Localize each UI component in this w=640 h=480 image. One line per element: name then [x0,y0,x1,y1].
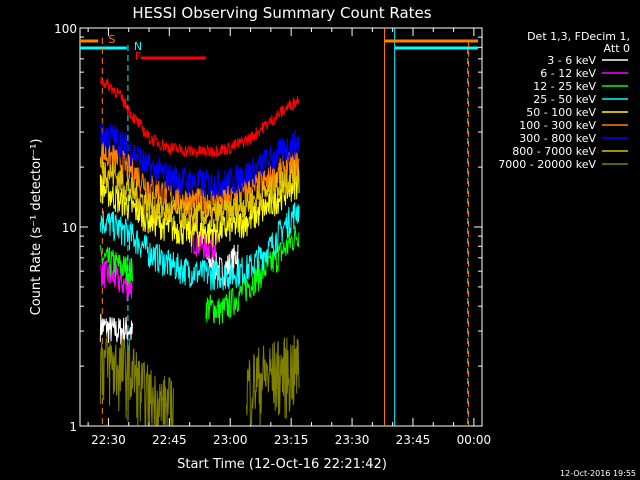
series-12to25kev-2 [205,225,300,325]
y-axis: 1 10 100 [54,22,482,434]
series-7000to20000kev-2 [246,335,300,426]
marker-n: N [134,40,142,53]
legend-label: 3 - 6 keV [547,54,596,67]
legend-label: 6 - 12 keV [540,67,596,80]
x-tick-label: 23:45 [396,433,431,447]
x-tick-label: 23:30 [335,433,370,447]
legend-label: 800 - 7000 keV [512,145,596,158]
y-tick-label: 10 [62,221,77,235]
marker-s: S [108,33,115,46]
series-layer [99,76,300,426]
y-tick-label: 100 [54,22,77,36]
x-tick-label: 22:45 [152,433,187,447]
x-tick-label: 23:00 [213,433,248,447]
series-25to50kev [99,202,300,291]
legend-header-line: Det 1,3, FDecim 1, [527,30,630,43]
x-tick-label: 22:30 [91,433,126,447]
series-300to800kev [99,120,300,200]
legend-label: 12 - 25 keV [533,80,596,93]
chart-title: HESSI Observing Summary Count Rates [132,4,431,22]
series-3to6kev [99,313,133,345]
timestamp: 12-Oct-2016 19:55 [560,469,636,478]
marker-f: F [135,50,141,63]
legend-header-line: Att 0 [604,42,630,55]
legend-label: 300 - 800 keV [519,132,596,145]
series-6to12kev-2 [189,224,219,261]
legend-label: 100 - 300 keV [519,119,596,132]
legend-label: 50 - 100 keV [526,106,596,119]
y-tick-label: 1 [69,420,77,434]
series-50to100kev [99,169,300,248]
series-7000to20000kev [99,332,174,426]
x-axis: 22:30 22:45 23:00 23:15 23:30 23:45 00:00 [87,28,492,447]
series-800to7000kev [99,157,300,231]
series-6to12kev [100,259,133,302]
series-12to25kev [99,244,133,286]
legend-label: 25 - 50 keV [533,93,596,106]
series-flare-red [100,76,300,158]
y-axis-title: Count Rate (s⁻¹ detector⁻¹) [29,139,44,316]
x-tick-label: 00:00 [457,433,492,447]
legend-label: 7000 - 20000 keV [498,158,596,171]
x-axis-title: Start Time (12-Oct-16 22:21:42) [177,457,387,472]
x-tick-label: 23:15 [274,433,309,447]
